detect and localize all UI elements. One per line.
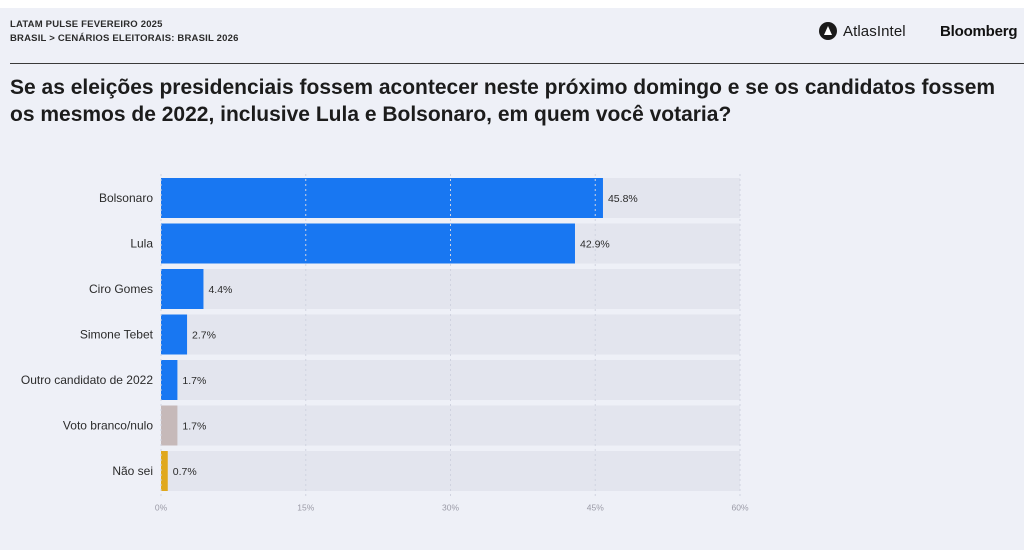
header: LATAM PULSE FEVEREIRO 2025 BRASIL > CENÁ…: [10, 18, 1024, 62]
category-label: Simone Tebet: [80, 328, 154, 342]
category-label: Lula: [130, 237, 153, 251]
bar: [161, 405, 178, 446]
category-label: Ciro Gomes: [89, 282, 153, 296]
atlasintel-logo-icon: [819, 22, 837, 40]
bar: [161, 451, 168, 491]
bar: [161, 178, 603, 218]
value-label: 45.8%: [608, 193, 638, 205]
x-tick-label: 45%: [587, 503, 604, 513]
value-label: 1.7%: [182, 421, 206, 433]
report-name: LATAM PULSE FEVEREIRO 2025: [10, 19, 163, 30]
bloomberg-logo: Bloomberg: [940, 23, 1018, 40]
value-label: 4.4%: [208, 284, 232, 296]
x-tick-label: 15%: [297, 503, 314, 513]
bar: [161, 269, 204, 309]
value-label: 0.7%: [173, 466, 197, 478]
chart-card: LATAM PULSE FEVEREIRO 2025 BRASIL > CENÁ…: [0, 8, 1024, 550]
x-tick-label: 30%: [442, 503, 459, 513]
x-tick-label: 0%: [155, 503, 168, 513]
bar: [161, 314, 188, 355]
atlasintel-wordmark: AtlasIntel: [843, 22, 906, 40]
x-tick-label: 60%: [731, 503, 748, 513]
breadcrumb: BRASIL > CENÁRIOS ELEITORAIS: BRASIL 202…: [10, 33, 239, 44]
chart-title: Se as eleições presidenciais fossem acon…: [10, 76, 996, 126]
category-label: Bolsonaro: [99, 191, 153, 205]
category-label: Voto branco/nulo: [63, 419, 153, 433]
bar: [161, 223, 575, 264]
header-divider: [10, 63, 1024, 64]
value-label: 2.7%: [192, 330, 216, 342]
bar: [161, 360, 178, 400]
category-label: Outro candidato de 2022: [21, 373, 153, 387]
category-label: Não sei: [112, 464, 153, 478]
atlasintel-logo: AtlasIntel: [818, 21, 906, 41]
value-label: 1.7%: [182, 375, 206, 387]
